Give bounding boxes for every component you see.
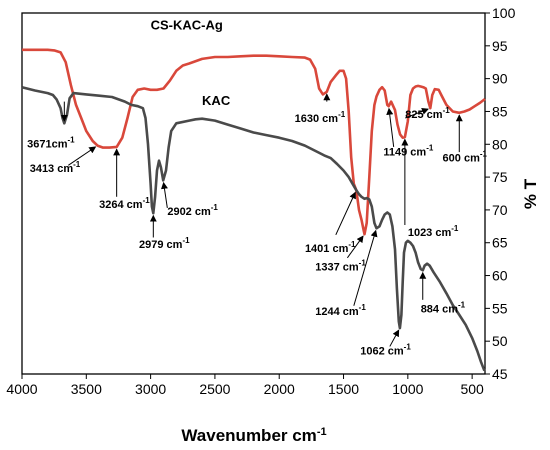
peak-label: 1630 cm-1 [295,110,346,125]
y-tick-label: 75 [492,169,508,185]
x-tick-label: 3000 [135,381,166,397]
y-axis-label: % T [521,178,540,209]
y-axis-ticks: 45 50 55 60 65 70 75 80 85 90 95 100 [485,5,516,382]
x-tick-label: 2500 [199,381,230,397]
annotation-arrow [68,146,97,166]
x-tick-label: 1500 [328,381,359,397]
peak-label: 825 cm-1 [405,106,450,121]
x-tick-label: 500 [460,381,484,397]
peak-label: 1337 cm-1 [315,258,366,273]
peak-label: 600 cm-1 [443,149,488,164]
annotation-layer: 3671cm-1 3413 cm-1 3264 cm-1 2979 cm-1 2902 … [27,93,488,357]
series-line-kac [21,85,486,372]
y-tick-label: 70 [492,202,508,218]
x-tick-label: 4000 [6,381,37,397]
x-axis-label: Wavenumber cm-1 [181,426,326,445]
y-tick-label: 60 [492,268,508,284]
x-axis-ticks: 4000 3500 3000 2500 2000 1500 1000 500 [6,374,484,397]
annotation-arrow [161,181,168,209]
plot-frame [21,12,486,375]
peak-label: 2902 cm-1 [167,203,218,218]
series-label: CS-KAC-Ag [151,17,223,32]
annotation-arrow [353,229,378,306]
series-line-cs-kac-ag [22,48,486,236]
y-tick-label: 65 [492,235,508,251]
peak-label: 2979 cm-1 [139,236,190,251]
x-tick-label: 2000 [264,381,295,397]
peak-label: 1401 cm-1 [305,240,356,255]
peak-label: 1244 cm-1 [315,303,366,318]
series-label: KAC [202,93,231,108]
y-tick-label: 95 [492,38,508,54]
y-tick-label: 100 [492,5,516,21]
annotation-arrow [389,329,400,347]
x-tick-label: 1000 [392,381,423,397]
series-label-layer: CS-KAC-Ag KAC [151,17,231,107]
annotation-arrow [335,191,356,236]
peak-label: 1062 cm-1 [360,342,411,357]
annotation-arrow [405,108,429,119]
peak-label: 3264 cm-1 [99,196,150,211]
y-tick-label: 90 [492,71,508,87]
peak-label: 884 cm-1 [421,300,466,315]
y-tick-label: 45 [492,366,508,382]
annotation-arrow [386,107,395,147]
peak-label: 1149 cm-1 [383,143,433,158]
peak-label: 1023 cm-1 [408,224,459,239]
peak-label: 3413 cm-1 [30,160,81,175]
series-layer [21,48,486,372]
y-tick-label: 50 [492,333,508,349]
peak-label: 3671cm-1 [27,136,75,151]
x-tick-label: 3500 [71,381,102,397]
y-tick-label: 55 [492,300,508,316]
y-tick-label: 80 [492,136,508,152]
y-tick-label: 85 [492,103,508,119]
annotation-arrow [346,235,364,259]
